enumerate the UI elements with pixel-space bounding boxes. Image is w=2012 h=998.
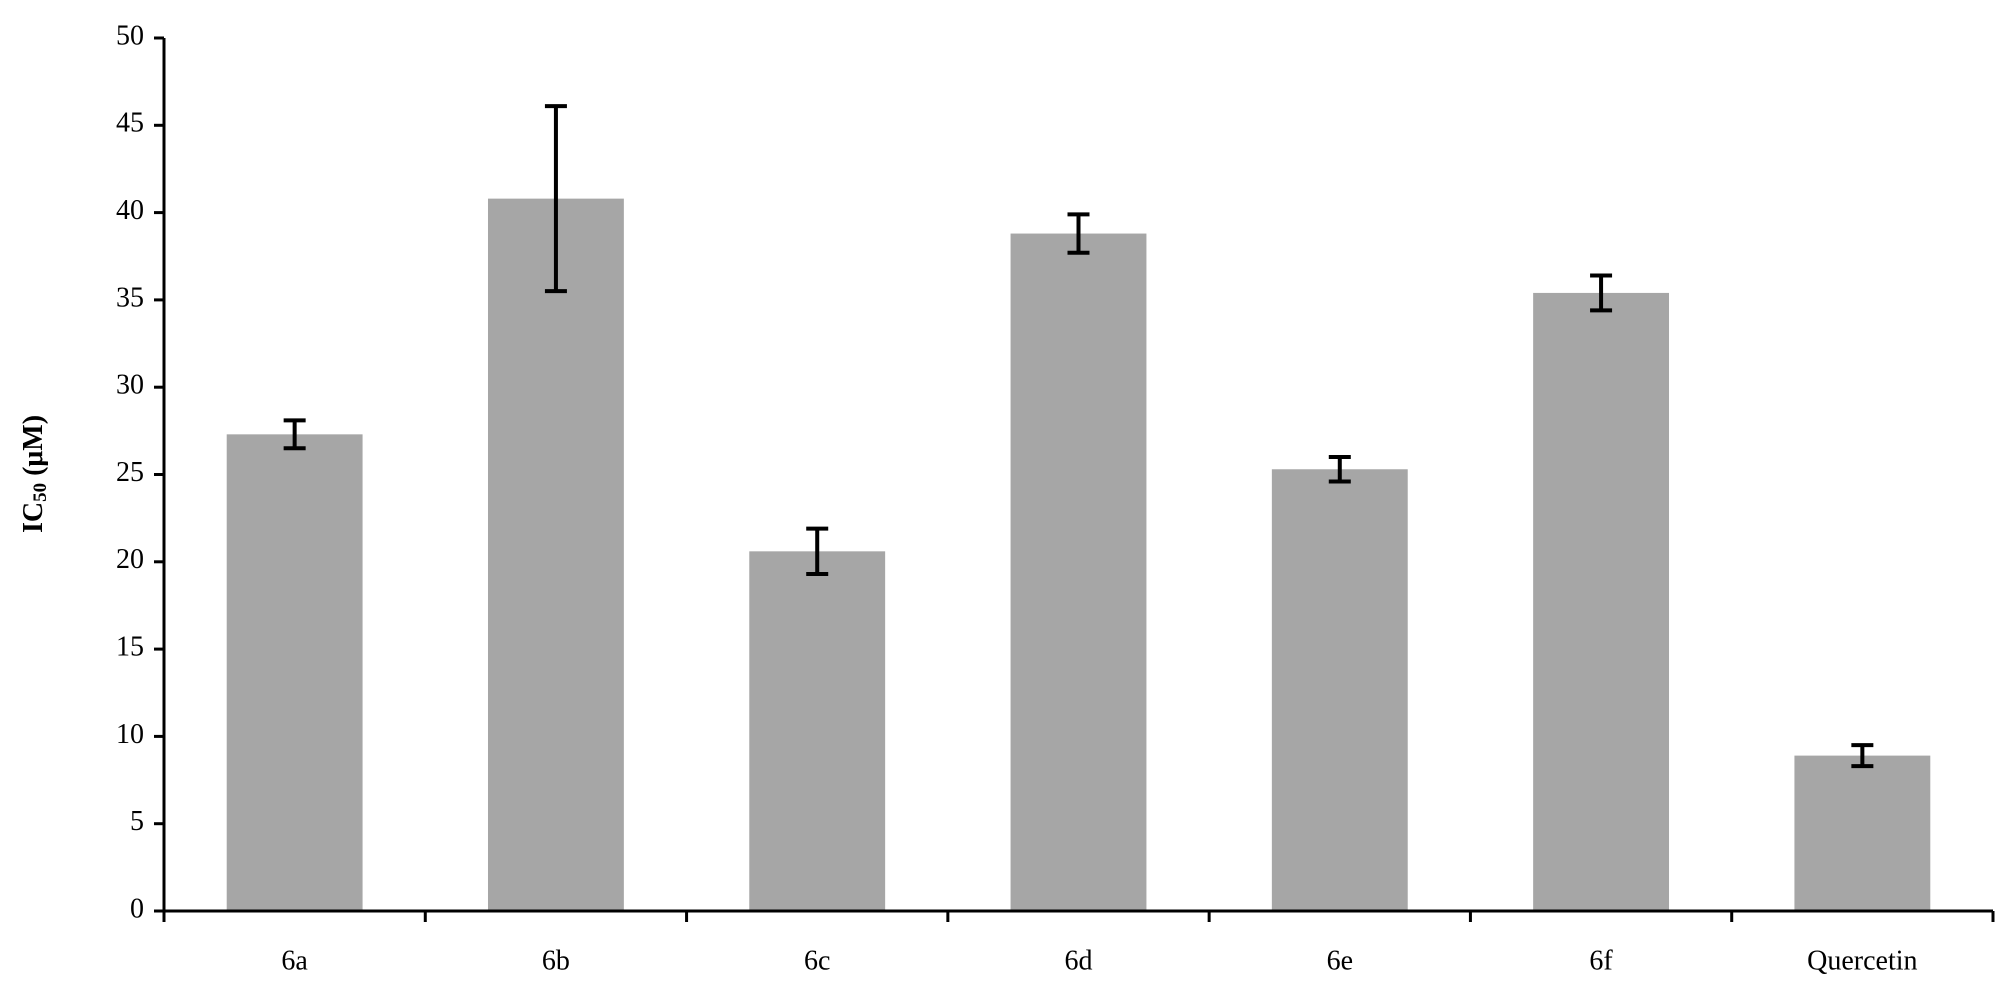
x-tick-label: 6f xyxy=(1589,945,1613,976)
error-bar xyxy=(1067,212,1090,255)
bar xyxy=(1794,755,1931,911)
y-tick-label: 30 xyxy=(116,370,144,401)
x-tick-label: 6e xyxy=(1327,945,1353,976)
x-tick-label: 6b xyxy=(542,945,570,976)
error-bar xyxy=(544,104,567,294)
bar xyxy=(1010,233,1147,911)
x-tick-label: 6c xyxy=(804,945,830,976)
y-tick-label: 5 xyxy=(130,806,144,837)
bar xyxy=(1533,292,1670,911)
error-bar xyxy=(806,526,829,577)
y-tick-label: 25 xyxy=(116,457,144,488)
error-bar xyxy=(1851,743,1874,769)
error-bar xyxy=(1328,455,1351,484)
error-bar xyxy=(1590,273,1613,313)
bar xyxy=(1271,469,1408,911)
y-tick-label: 35 xyxy=(116,282,144,313)
y-tick-label: 0 xyxy=(130,893,144,924)
y-tick-label: 20 xyxy=(116,544,144,575)
y-tick-label: 50 xyxy=(116,20,144,51)
y-tick-label: 40 xyxy=(116,195,144,226)
x-tick-label: Quercetin xyxy=(1807,945,1917,976)
error-bar xyxy=(283,418,306,451)
y-tick-label: 15 xyxy=(116,632,144,663)
y-axis-label: IC50 (μM) xyxy=(18,415,51,533)
x-tick-label: 6a xyxy=(281,945,308,976)
bar xyxy=(487,198,624,911)
y-tick-label: 45 xyxy=(116,108,144,139)
y-label-subscript: 50 xyxy=(30,483,51,502)
y-label-main: IC xyxy=(18,502,49,533)
bar xyxy=(226,434,363,911)
y-label-unit: (μM) xyxy=(18,415,49,476)
y-tick-label: 10 xyxy=(116,719,144,750)
x-tick-label: 6d xyxy=(1065,945,1093,976)
bar xyxy=(749,551,886,911)
